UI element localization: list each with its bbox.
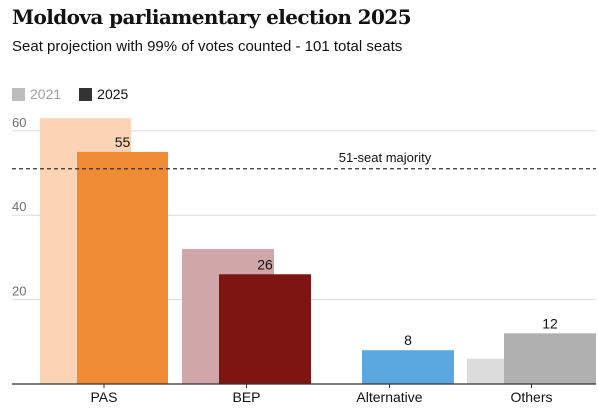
legend-item-2025: 2025 [79, 86, 128, 102]
legend-swatch-2021 [12, 87, 25, 101]
legend-label-2021: 2021 [30, 86, 62, 102]
data-label-2025-pas: 55 [115, 134, 131, 150]
legend-item-2021: 2021 [12, 86, 61, 102]
majority-line-label: 51-seat majority [339, 150, 432, 165]
x-tick-label-bep: BEP [232, 389, 260, 405]
legend-label-2025: 2025 [97, 86, 129, 102]
data-label-2025-alternative: 8 [404, 332, 412, 348]
chart-title: Moldova parliamentary election 2025 [12, 5, 412, 29]
legend: 2021 2025 [12, 86, 146, 102]
y-tick-label-40: 40 [12, 199, 26, 214]
chart-subtitle: Seat projection with 99% of votes counte… [12, 38, 403, 55]
bar-2025-alternative [362, 350, 454, 384]
bar-2025-others [504, 333, 596, 384]
y-tick-label-20: 20 [12, 284, 26, 299]
y-tick-label-60: 60 [12, 115, 26, 130]
x-tick-label-alternative: Alternative [356, 389, 422, 405]
legend-swatch-2025 [79, 87, 93, 101]
x-tick-label-pas: PAS [91, 389, 118, 405]
x-tick-label-others: Others [510, 389, 552, 405]
bar-2025-pas [77, 151, 168, 384]
bar-2025-bep [219, 274, 311, 384]
data-label-2025-bep: 26 [257, 256, 273, 272]
data-label-2025-others: 12 [542, 315, 558, 331]
